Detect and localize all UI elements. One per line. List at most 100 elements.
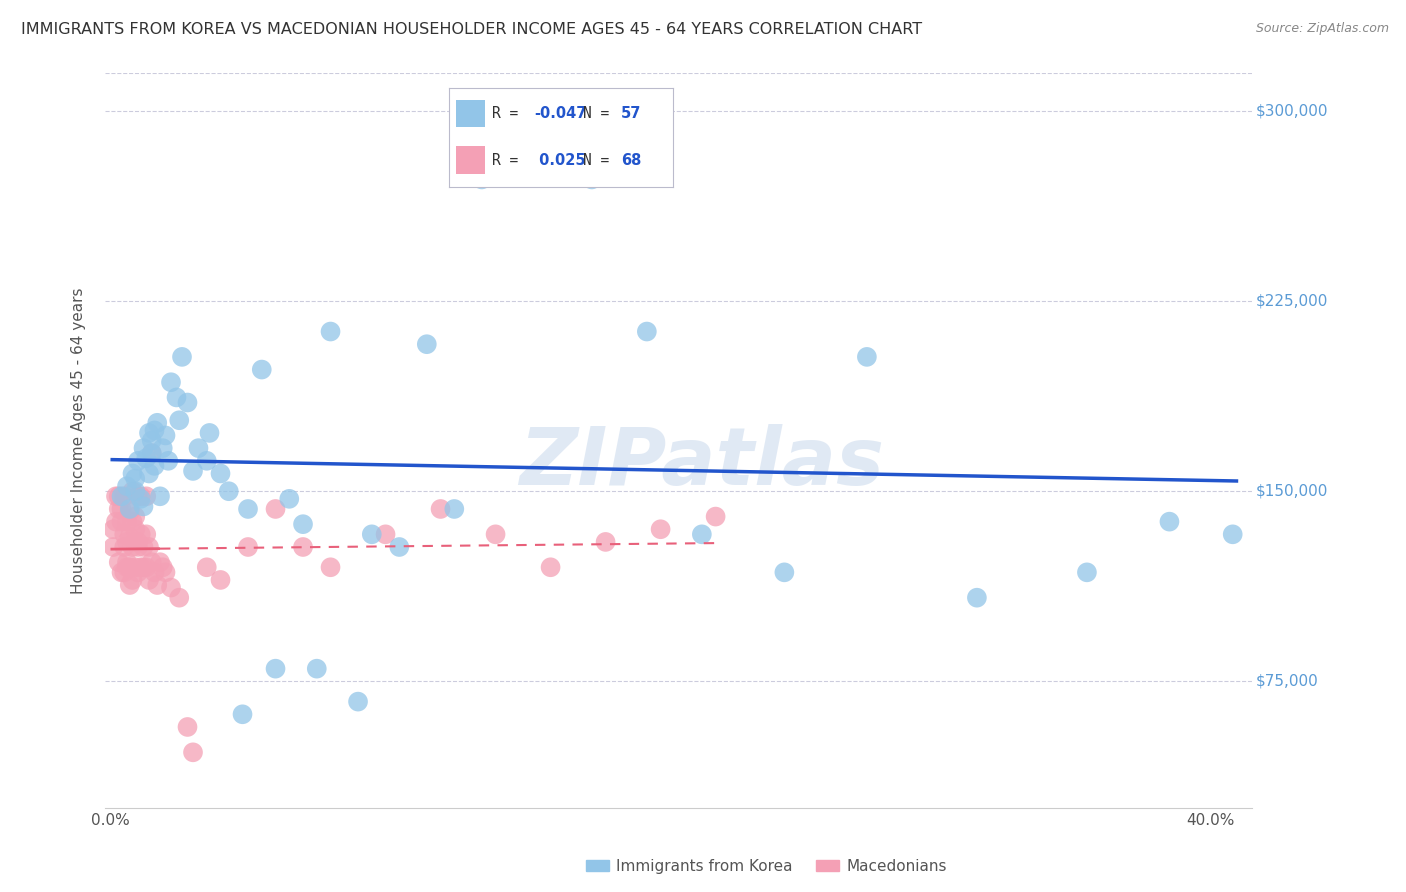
Point <box>152 560 174 574</box>
Point <box>103 540 125 554</box>
Point <box>115 560 138 574</box>
Point <box>347 695 370 709</box>
Point <box>278 491 301 506</box>
Point <box>636 325 658 339</box>
Point <box>138 573 160 587</box>
Point <box>127 540 149 554</box>
Point <box>167 413 190 427</box>
Point <box>319 560 342 574</box>
Point <box>416 337 439 351</box>
Point <box>429 502 451 516</box>
Point <box>155 566 177 580</box>
Point <box>198 425 221 440</box>
Point <box>127 566 149 580</box>
Point <box>124 522 146 536</box>
Point <box>360 527 382 541</box>
Point <box>704 509 727 524</box>
Point <box>160 376 183 390</box>
Point <box>138 540 160 554</box>
Point <box>121 573 143 587</box>
Point <box>146 416 169 430</box>
Point <box>138 425 160 440</box>
Point <box>143 566 166 580</box>
Point <box>115 515 138 529</box>
Point <box>209 467 232 481</box>
Point <box>181 464 204 478</box>
Point <box>157 454 180 468</box>
Point <box>540 560 562 574</box>
Point <box>112 527 135 541</box>
Point <box>124 484 146 499</box>
Point <box>152 441 174 455</box>
Point <box>124 509 146 524</box>
Point <box>170 350 193 364</box>
Point <box>129 489 152 503</box>
Point <box>264 662 287 676</box>
Point <box>107 555 129 569</box>
Point <box>141 446 163 460</box>
Point <box>118 504 141 518</box>
Point <box>129 560 152 574</box>
Point <box>966 591 988 605</box>
Point <box>138 467 160 481</box>
Text: $300,000: $300,000 <box>1256 103 1327 119</box>
Point <box>118 502 141 516</box>
Point <box>526 121 548 136</box>
Point <box>129 491 152 506</box>
Point <box>103 522 125 536</box>
Point <box>160 581 183 595</box>
Point <box>250 362 273 376</box>
Point <box>143 424 166 438</box>
Point <box>112 489 135 503</box>
Point <box>176 720 198 734</box>
Point <box>319 325 342 339</box>
Point <box>124 560 146 574</box>
Point <box>135 451 157 466</box>
Point <box>149 489 172 503</box>
Point <box>231 707 253 722</box>
Point <box>107 489 129 503</box>
Point <box>856 350 879 364</box>
Point <box>121 515 143 529</box>
Y-axis label: Householder Income Ages 45 - 64 years: Householder Income Ages 45 - 64 years <box>72 287 86 594</box>
Point <box>146 578 169 592</box>
Point <box>118 560 141 574</box>
Text: $75,000: $75,000 <box>1256 673 1319 689</box>
Point <box>129 527 152 541</box>
Point <box>121 540 143 554</box>
Point <box>292 540 315 554</box>
Point <box>127 489 149 503</box>
Point <box>176 395 198 409</box>
Point <box>107 502 129 516</box>
Point <box>264 502 287 516</box>
Point <box>141 446 163 460</box>
Point <box>187 441 209 455</box>
Point <box>581 172 603 186</box>
Point <box>155 428 177 442</box>
Text: $225,000: $225,000 <box>1256 293 1327 309</box>
Text: Source: ZipAtlas.com: Source: ZipAtlas.com <box>1256 22 1389 36</box>
Point <box>121 484 143 499</box>
Point <box>135 560 157 574</box>
Point <box>141 555 163 569</box>
Point <box>484 527 506 541</box>
Point <box>104 515 127 529</box>
Point <box>181 745 204 759</box>
Point <box>209 573 232 587</box>
Point <box>650 522 672 536</box>
Point <box>1159 515 1181 529</box>
Point <box>143 458 166 473</box>
Point <box>141 434 163 448</box>
Point <box>773 566 796 580</box>
Point <box>374 527 396 541</box>
Point <box>112 540 135 554</box>
Point <box>118 578 141 592</box>
Point <box>115 555 138 569</box>
Text: $150,000: $150,000 <box>1256 483 1327 499</box>
Point <box>110 515 132 529</box>
Point <box>127 454 149 468</box>
Point <box>104 489 127 503</box>
Point <box>110 566 132 580</box>
Point <box>118 530 141 544</box>
Point <box>135 527 157 541</box>
